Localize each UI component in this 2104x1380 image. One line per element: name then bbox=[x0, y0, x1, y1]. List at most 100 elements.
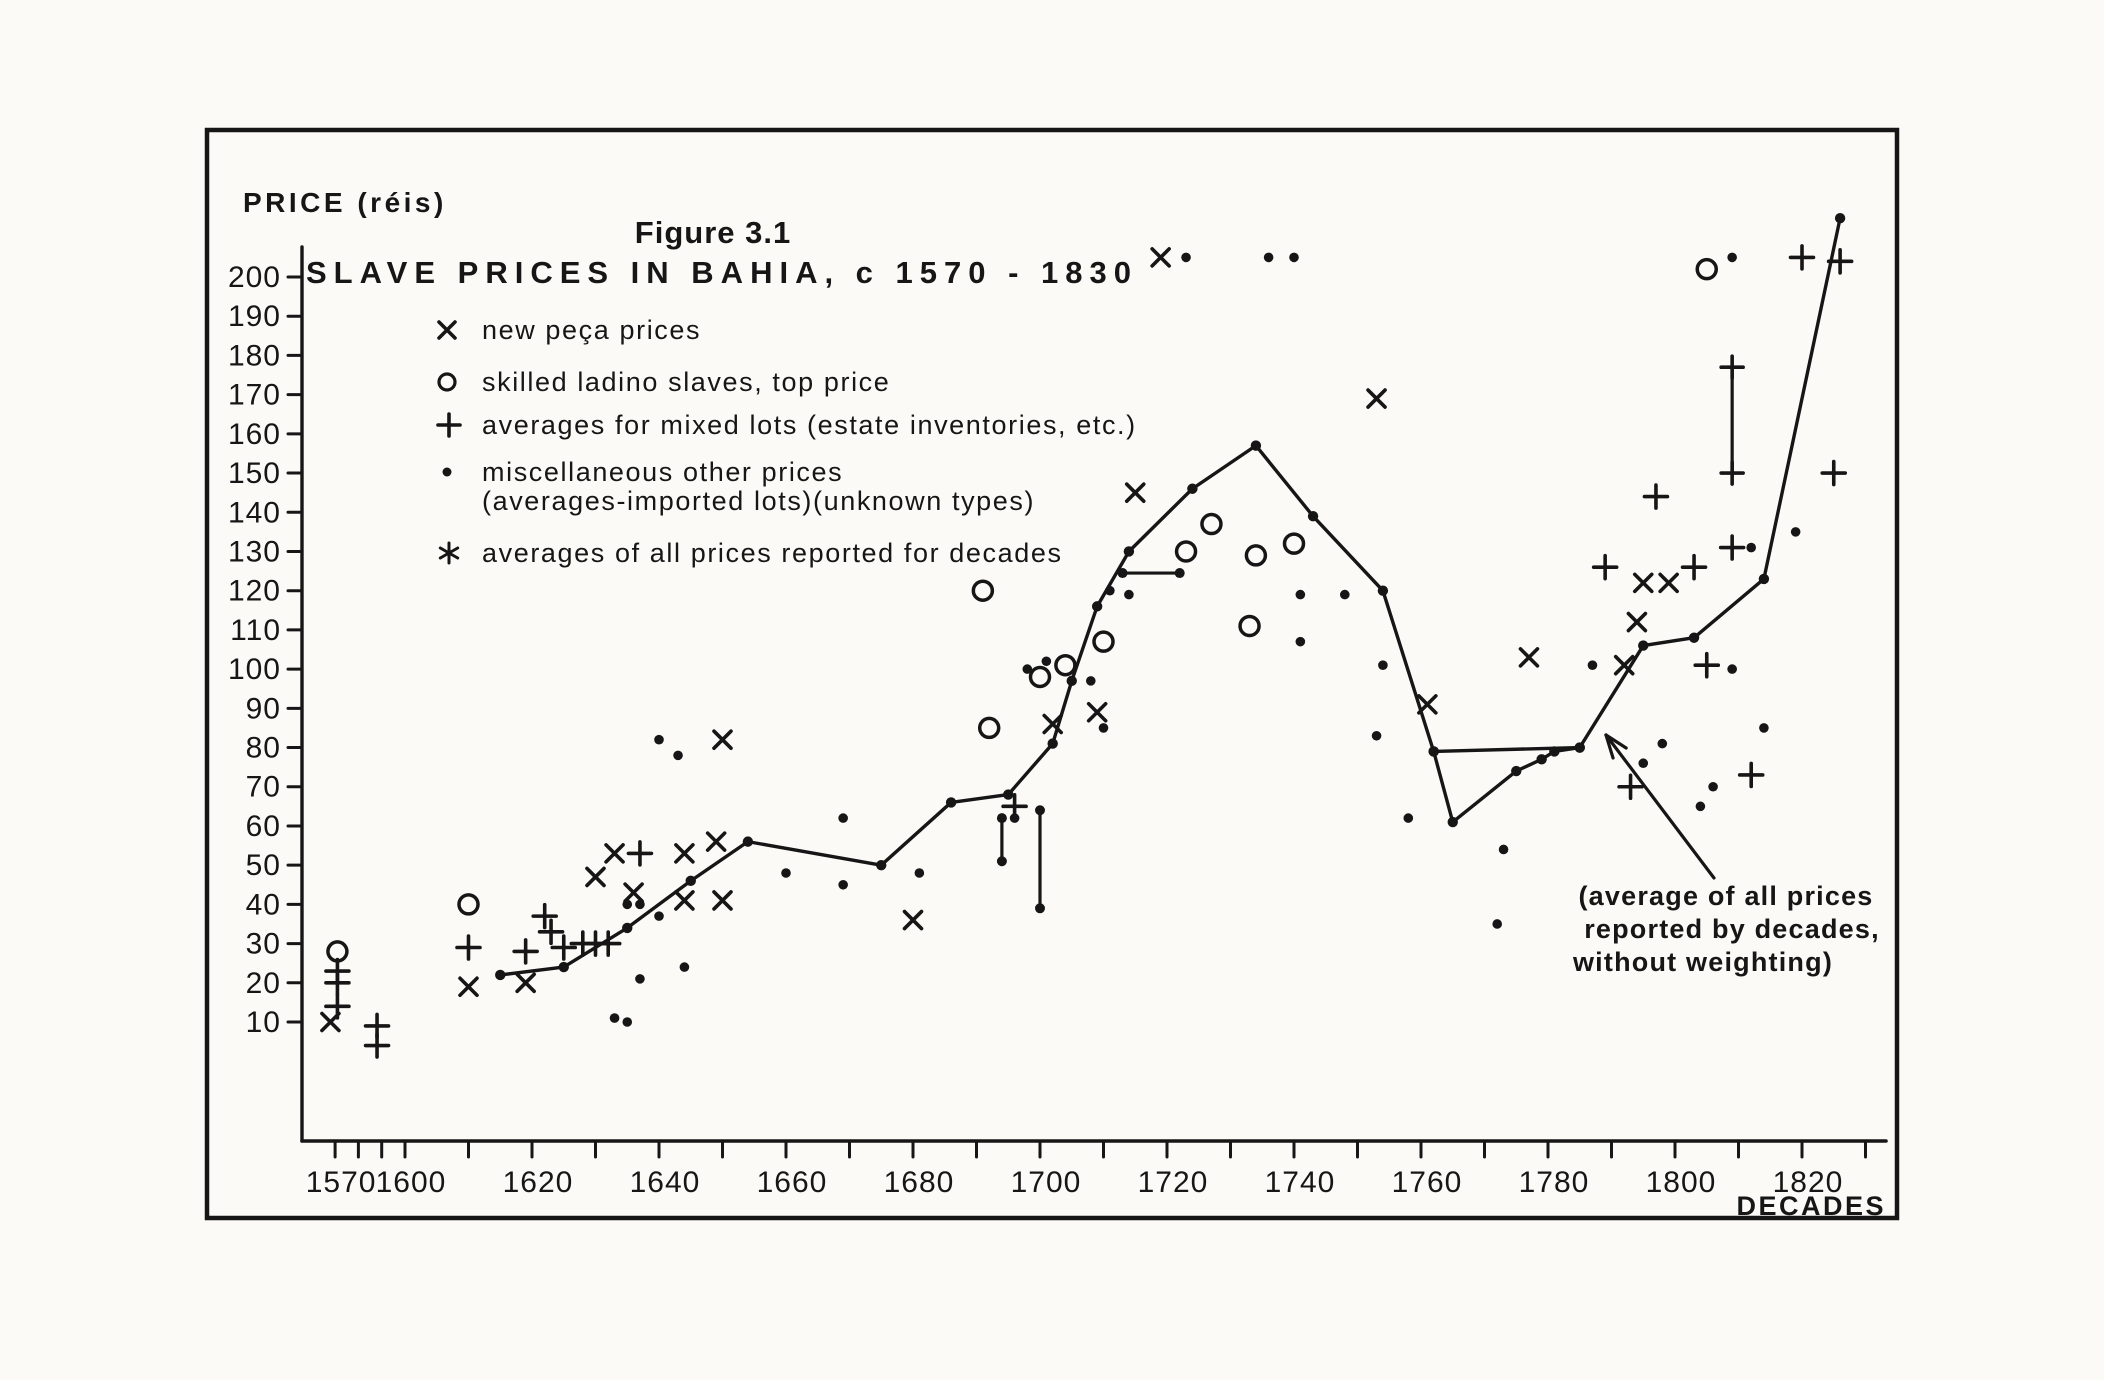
average-line-vertex-dot bbox=[1428, 746, 1439, 757]
annotation-line-3: without weighting) bbox=[1572, 947, 1833, 977]
average-line-vertex-dot bbox=[1638, 640, 1649, 651]
legend-label-decade-averages: averages of all prices reported for deca… bbox=[482, 538, 1063, 568]
plus-marker bbox=[1718, 534, 1746, 561]
y-axis-tick-label: 190 bbox=[228, 300, 281, 333]
x-axis-tick-label: 1570 bbox=[306, 1166, 377, 1199]
x-axis-tick-label: 1620 bbox=[503, 1166, 574, 1199]
plus-marker bbox=[1788, 244, 1816, 271]
o-marker bbox=[1092, 630, 1115, 653]
annotation-arrowhead bbox=[1604, 733, 1628, 750]
average-line-vertex-dot bbox=[622, 922, 633, 934]
dot-marker bbox=[1124, 589, 1134, 600]
dot-marker bbox=[914, 868, 925, 878]
x-axis-tick-label: 1820 bbox=[1773, 1166, 1844, 1199]
y-axis-tick-label: 10 bbox=[246, 1006, 281, 1039]
o-marker bbox=[457, 893, 480, 916]
x-marker bbox=[674, 843, 695, 864]
y-axis-tick-label: 120 bbox=[228, 575, 281, 608]
legend-label-new-peca: new peça prices bbox=[482, 315, 701, 345]
plus-marker bbox=[1642, 483, 1670, 510]
average-line-vertex-dot bbox=[1688, 632, 1700, 643]
x-marker bbox=[674, 890, 695, 911]
legend-dot-marker bbox=[442, 467, 452, 477]
o-marker bbox=[1028, 665, 1052, 689]
x-axis-tick-label: 1760 bbox=[1392, 1166, 1463, 1199]
decade-average-line bbox=[498, 216, 1842, 977]
plus-marker bbox=[324, 993, 351, 1020]
range-bar-end-dot bbox=[1035, 805, 1045, 816]
y-axis-tick-label: 40 bbox=[246, 888, 281, 921]
x-marker bbox=[604, 843, 625, 864]
x-axis-tick-label: 1780 bbox=[1519, 1166, 1590, 1199]
x-axis-tick-label: 1800 bbox=[1646, 1166, 1717, 1199]
annotation-line-2: reported by decades, bbox=[1584, 914, 1880, 944]
average-line-vertex-dot bbox=[1574, 742, 1585, 753]
o-marker bbox=[1200, 512, 1223, 536]
dot-marker bbox=[1371, 730, 1382, 741]
average-line-vertex-dot bbox=[1377, 585, 1389, 596]
average-line-vertex-dot bbox=[1187, 483, 1198, 494]
dot-marker bbox=[1295, 589, 1306, 600]
average-line-vertex-dot bbox=[1250, 440, 1262, 451]
x-marker bbox=[1417, 694, 1438, 715]
dot-marker bbox=[1403, 813, 1414, 823]
x-axis-tick-label: 1720 bbox=[1138, 1166, 1209, 1199]
annotation-arrow bbox=[1604, 733, 1716, 880]
plus-marker bbox=[1719, 460, 1745, 486]
x-axis-tick-label: 1680 bbox=[884, 1166, 955, 1199]
legend-o-marker bbox=[437, 372, 457, 392]
dot-marker bbox=[1041, 656, 1052, 667]
span-bar-end-dot bbox=[1174, 568, 1185, 579]
plus-marker bbox=[1820, 459, 1848, 487]
plus-marker bbox=[1693, 651, 1721, 679]
dot-marker bbox=[673, 750, 683, 761]
average-line-vertex-dot bbox=[495, 969, 506, 981]
average-line-vertex-dot bbox=[1834, 212, 1846, 224]
x-marker bbox=[1626, 611, 1648, 633]
plot-area: 10 20 30 40 50 60 70 80 90 100 110 120 130 140 150 160 1… bbox=[228, 212, 1888, 1199]
dot-marker bbox=[781, 868, 791, 878]
plus-marker bbox=[1719, 354, 1745, 380]
dot-marker bbox=[1638, 758, 1649, 769]
x-marker bbox=[902, 909, 924, 931]
dot-marker bbox=[654, 911, 664, 921]
average-line-vertex-dot bbox=[558, 961, 569, 973]
dot-marker bbox=[1009, 813, 1020, 823]
annotation-line-1: (average of all prices bbox=[1578, 881, 1873, 911]
average-line-vertex-dot bbox=[1091, 601, 1103, 612]
range-bar-end-dot bbox=[1035, 903, 1045, 914]
y-axis-tick-label: 30 bbox=[246, 928, 281, 961]
average-line-vertex-dot bbox=[685, 875, 696, 887]
average-line-vertex-dot bbox=[1047, 738, 1058, 749]
x-marker bbox=[515, 972, 536, 994]
average-line-vertex-dot bbox=[1511, 765, 1522, 777]
dot-marker bbox=[1340, 589, 1350, 600]
x-axis-tick-label: 1600 bbox=[376, 1166, 447, 1199]
span-bar-end-dot bbox=[1117, 568, 1128, 579]
dot-marker bbox=[1657, 738, 1668, 749]
o-marker bbox=[1054, 653, 1077, 677]
legend-label-ladino: skilled ladino slaves, top price bbox=[482, 367, 890, 397]
average-line-vertex-dot bbox=[1447, 816, 1458, 828]
dot-marker bbox=[609, 1013, 620, 1023]
average-line-vertex-dot bbox=[1123, 546, 1135, 557]
average-line-vertex-dot bbox=[742, 836, 754, 847]
y-axis-tick-label: 180 bbox=[228, 339, 281, 372]
x-marker bbox=[1124, 482, 1146, 503]
x-marker bbox=[1613, 654, 1635, 676]
figure-label: Figure 3.1 bbox=[635, 215, 791, 250]
plus-marker bbox=[594, 930, 622, 957]
dot-marker bbox=[1378, 660, 1388, 670]
plus-marker bbox=[1591, 553, 1619, 581]
o-marker bbox=[1174, 540, 1198, 563]
x-marker bbox=[1150, 247, 1171, 268]
average-line-vertex-dot bbox=[1307, 510, 1319, 522]
legend-label-mixed-lots: averages for mixed lots (estate inventor… bbox=[482, 410, 1137, 440]
plus-marker bbox=[363, 1032, 391, 1059]
dot-marker bbox=[1708, 781, 1718, 792]
dot-marker bbox=[1695, 801, 1706, 812]
dot-marker bbox=[1295, 636, 1306, 647]
dot-marker bbox=[1587, 660, 1598, 670]
plus-marker bbox=[1737, 761, 1765, 789]
